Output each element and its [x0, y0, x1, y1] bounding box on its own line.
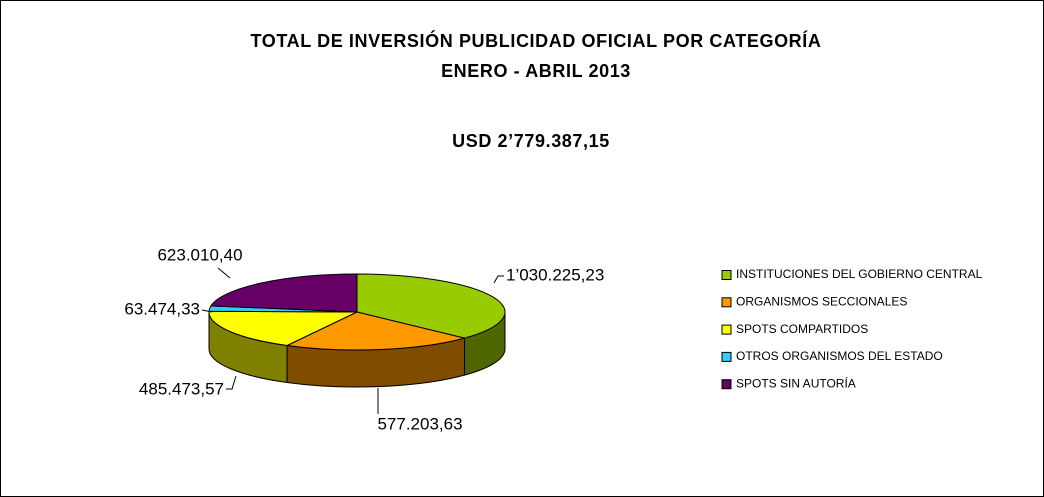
- leader-line: [493, 275, 504, 284]
- value-label: 485.473,57: [139, 379, 224, 398]
- legend-label: SPOTS COMPARTIDOS: [736, 322, 868, 336]
- value-label: 623.010,40: [157, 245, 242, 264]
- slice: [210, 273, 358, 313]
- legend-label: ORGANISMOS SECCIONALES: [736, 294, 907, 308]
- legend-swatch: [721, 324, 732, 335]
- value-label: 1’030.225,23: [506, 265, 604, 284]
- chart-subtitle: ENERO - ABRIL 2013: [441, 61, 631, 81]
- leader-line: [201, 309, 213, 313]
- total-annotation: USD 2’779.387,15: [452, 131, 610, 151]
- leader-line: [217, 267, 231, 279]
- legend-label: SPOTS SIN AUTORÍA: [736, 375, 856, 390]
- value-label: 63.474,33: [124, 299, 200, 318]
- slice: [208, 310, 358, 347]
- legend-swatch: [721, 351, 732, 362]
- leader-line: [226, 375, 237, 390]
- legend-swatch: [721, 297, 732, 308]
- legend-label: OTROS ORGANISMOS DEL ESTADO: [736, 349, 943, 363]
- slice: [285, 311, 465, 351]
- value-label: 577.203,63: [377, 414, 462, 433]
- legend-swatch: [721, 379, 732, 390]
- legend-label: INSTITUCIONES DEL GOBIERNO CENTRAL: [736, 267, 983, 281]
- legend-swatch: [721, 270, 732, 280]
- slice: [356, 273, 506, 339]
- chart-title: TOTAL DE INVERSIÓN PUBLICIDAD OFICIAL PO…: [251, 30, 822, 51]
